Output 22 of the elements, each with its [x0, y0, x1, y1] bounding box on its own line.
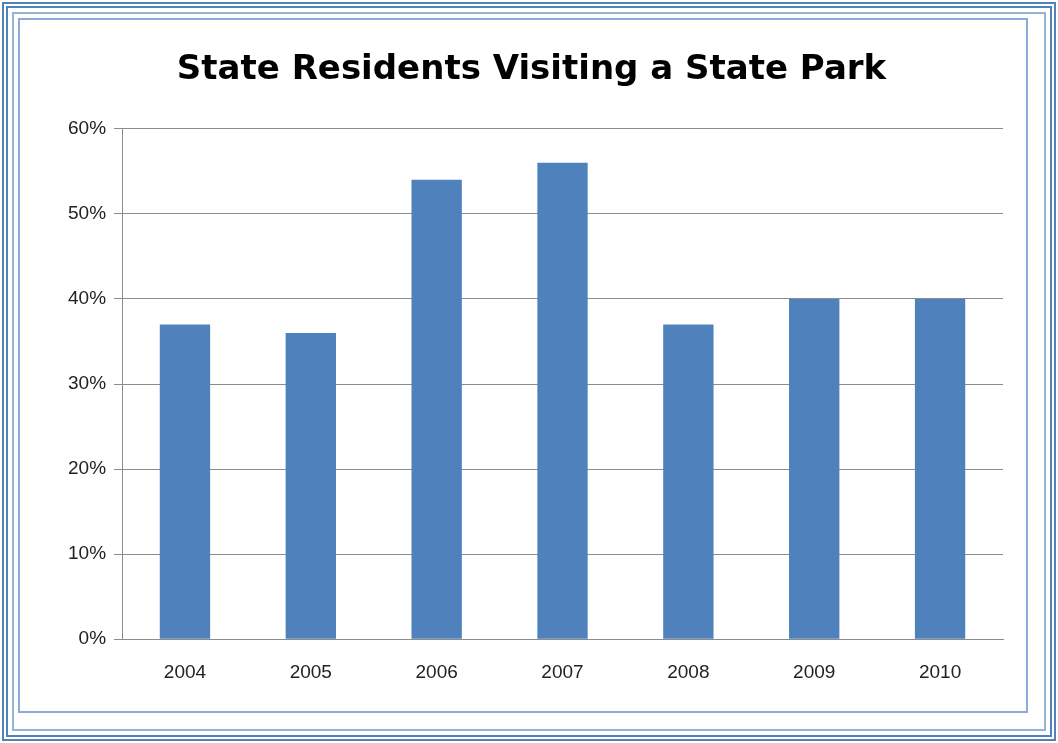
chart-title: State Residents Visiting a State Park — [176, 47, 888, 88]
y-tick-label: 40% — [68, 287, 107, 309]
bar — [537, 162, 588, 639]
y-tick-label: 0% — [78, 627, 107, 649]
y-tick-label: 10% — [68, 542, 107, 564]
x-tick-label: 2008 — [667, 660, 710, 682]
x-tick-label: 2010 — [918, 660, 962, 682]
y-tick-label: 20% — [68, 457, 107, 479]
x-tick-label: 2006 — [415, 660, 458, 682]
bar — [159, 324, 211, 639]
bar — [789, 298, 840, 639]
y-tick-label: 50% — [68, 202, 107, 224]
y-tick-label: 60% — [68, 117, 107, 139]
x-tick-label: 2005 — [289, 660, 332, 682]
bar — [914, 298, 966, 639]
bar — [663, 324, 714, 639]
bar — [411, 179, 462, 639]
x-tick-label: 2004 — [163, 660, 207, 682]
bar — [285, 332, 336, 639]
x-tick-label: 2007 — [541, 660, 584, 682]
y-tick-label: 30% — [68, 372, 107, 394]
x-tick-label: 2009 — [793, 660, 836, 682]
